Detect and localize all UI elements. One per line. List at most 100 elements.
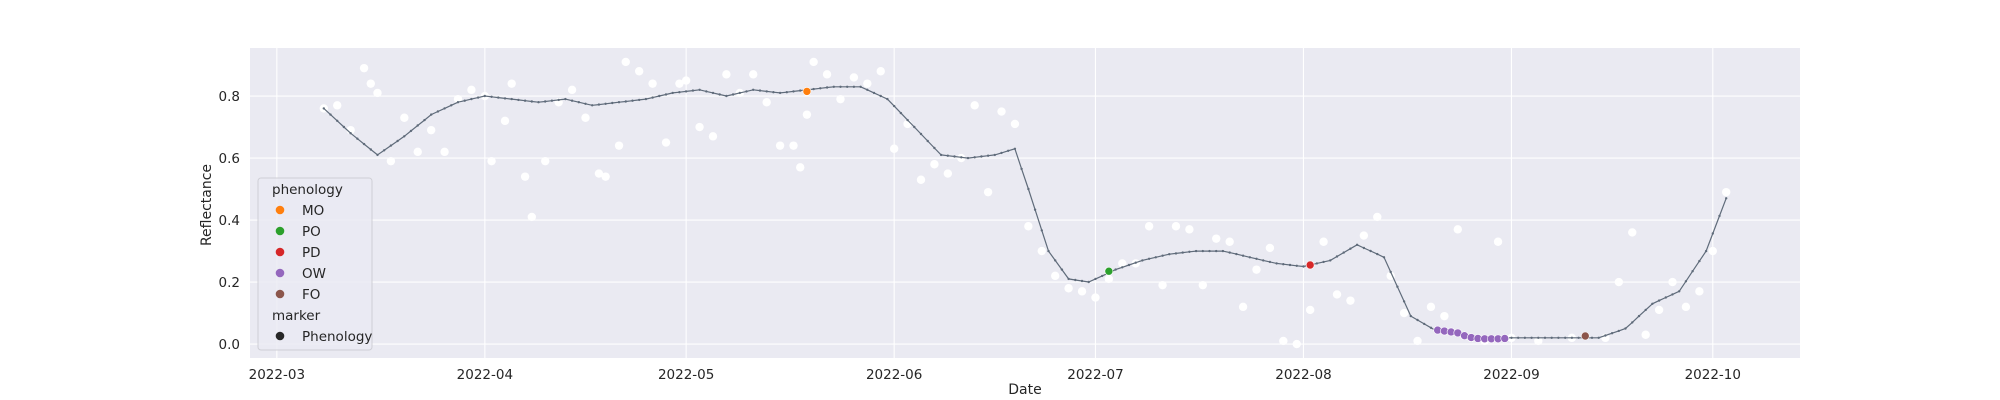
smoothed-marker: [1295, 264, 1299, 267]
observation-point: [943, 169, 953, 178]
smoothed-marker: [1637, 314, 1641, 318]
smoothed-marker: [1510, 336, 1513, 339]
smoothed-marker: [1241, 254, 1245, 257]
observation-point: [675, 79, 684, 88]
smoothed-marker: [1060, 268, 1064, 271]
smoothed-marker: [336, 119, 339, 123]
smoothed-marker: [1221, 249, 1225, 253]
smoothed-marker: [329, 113, 332, 116]
observation-point: [373, 88, 382, 98]
observation-point: [400, 113, 409, 122]
observation-point: [836, 94, 845, 104]
observation-point: [695, 122, 704, 132]
observation-point: [621, 57, 630, 67]
smoothed-marker: [463, 99, 466, 102]
smoothed-marker: [1154, 256, 1158, 259]
smoothed-marker: [530, 100, 533, 103]
observation-point: [1010, 119, 1020, 129]
legend-swatch-po: [275, 226, 285, 236]
smoothed-marker: [1362, 246, 1366, 250]
smoothed-marker: [1684, 280, 1688, 283]
y-tick-label: 0.8: [219, 89, 240, 105]
smoothed-marker: [731, 93, 735, 96]
smoothed-marker: [812, 87, 815, 91]
smoothed-marker: [1644, 308, 1647, 312]
smoothed-marker: [1181, 251, 1184, 254]
observation-point: [822, 70, 832, 79]
smoothed-marker: [1315, 262, 1319, 265]
observation-point: [1198, 280, 1208, 290]
smoothed-marker: [409, 129, 413, 133]
smoothed-marker: [698, 88, 701, 92]
smoothed-marker: [1201, 249, 1205, 253]
x-tick-label: 2022-04: [457, 367, 513, 383]
smoothed-marker: [993, 153, 996, 157]
observation-point: [487, 156, 496, 166]
smoothed-marker: [778, 91, 782, 95]
smoothed-marker: [1101, 274, 1104, 278]
observation-point: [440, 147, 449, 157]
phenology-point-ow: [1500, 334, 1510, 343]
smoothed-marker: [1624, 327, 1627, 330]
smoothed-marker: [1543, 336, 1547, 339]
smoothed-marker: [1282, 263, 1285, 266]
smoothed-marker: [1235, 252, 1238, 256]
smoothed-marker: [1275, 262, 1278, 265]
observation-point: [997, 107, 1006, 116]
smoothed-marker: [906, 118, 909, 122]
phenology-point-fo: [1580, 331, 1590, 341]
smoothed-marker: [1651, 302, 1654, 305]
observation-point: [1721, 187, 1731, 197]
smoothed-marker: [544, 100, 547, 103]
smoothed-marker: [503, 97, 507, 100]
smoothed-marker: [1355, 243, 1359, 246]
smoothed-marker: [584, 102, 587, 106]
smoothed-marker: [1147, 257, 1151, 260]
x-tick-label: 2022-10: [1685, 367, 1741, 383]
smoothed-marker: [1033, 208, 1037, 211]
smoothed-marker: [1671, 293, 1674, 296]
observation-point: [1708, 246, 1717, 256]
observation-point: [541, 156, 550, 166]
observation-point: [681, 76, 691, 85]
observation-point: [1628, 228, 1637, 237]
smoothed-marker: [570, 99, 574, 102]
smoothed-marker: [752, 88, 755, 92]
observation-point: [1305, 305, 1315, 315]
smoothed-marker: [1215, 249, 1218, 253]
observation-point: [1534, 336, 1543, 346]
smoothed-marker: [1564, 336, 1567, 339]
smoothed-marker: [1570, 336, 1574, 339]
smoothed-marker: [1335, 255, 1339, 258]
observation-point: [1185, 225, 1194, 234]
observation-point: [930, 160, 939, 169]
smoothed-marker: [966, 156, 970, 160]
phenology-point-po: [1104, 266, 1114, 276]
smoothed-marker: [1080, 279, 1084, 283]
observation-point: [1641, 330, 1650, 339]
smoothed-marker: [1423, 322, 1426, 326]
observation-point: [1373, 212, 1382, 222]
smoothed-marker: [1631, 321, 1634, 324]
smoothed-marker: [436, 110, 440, 113]
observation-point: [1453, 225, 1462, 234]
smoothed-marker: [953, 155, 956, 158]
smoothed-marker: [926, 139, 929, 143]
observation-point: [1493, 237, 1503, 246]
smoothed-marker: [443, 107, 446, 110]
smoothed-marker: [738, 91, 741, 95]
smoothed-marker: [349, 132, 352, 135]
smoothed-marker: [631, 99, 634, 102]
observation-point: [601, 172, 610, 181]
observation-point: [796, 163, 805, 172]
smoothed-marker: [819, 87, 822, 90]
smoothed-marker: [705, 90, 708, 93]
x-tick-label: 2022-05: [658, 367, 714, 383]
smoothed-marker: [1550, 336, 1553, 339]
observation-point: [749, 70, 758, 79]
smoothed-marker: [470, 97, 473, 101]
legend: phenology MO PO PD OW FO marker Phenology: [257, 177, 373, 351]
legend-box: [257, 177, 373, 351]
smoothed-marker: [1288, 263, 1292, 267]
observation-point: [722, 70, 731, 79]
